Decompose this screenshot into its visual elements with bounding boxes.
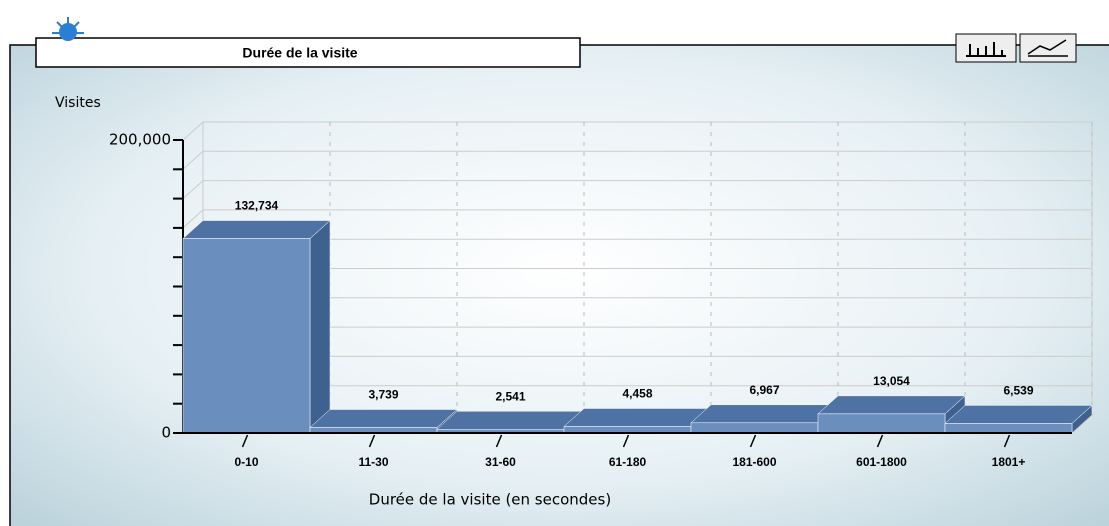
value-label: 2,541 xyxy=(495,389,525,403)
bar-top xyxy=(944,405,1093,424)
bar xyxy=(182,238,311,434)
grid-line-side xyxy=(182,209,204,229)
bar-top xyxy=(436,411,585,430)
x-tick-label: 0-10 xyxy=(234,455,258,469)
x-tick-label: 601-1800 xyxy=(856,455,907,469)
x-axis-title: Durée de la visite (en secondes) xyxy=(369,491,611,509)
bar xyxy=(690,422,819,434)
x-tick xyxy=(368,434,376,448)
bar-chart-button[interactable] xyxy=(955,33,1017,63)
sun-icon xyxy=(52,17,84,41)
x-tick-label: 11-30 xyxy=(358,455,388,469)
x-tick-label: 181-600 xyxy=(732,455,776,469)
title-tab xyxy=(35,37,581,68)
value-label: 13,054 xyxy=(873,374,910,388)
bar-top xyxy=(690,404,839,424)
value-label: 6,967 xyxy=(749,383,779,397)
bar-side xyxy=(309,219,331,434)
x-tick xyxy=(749,434,757,448)
x-tick xyxy=(622,434,630,448)
x-tick-label: 1801+ xyxy=(992,455,1026,469)
value-label: 3,739 xyxy=(368,388,398,402)
value-label: 4,458 xyxy=(622,387,652,401)
x-tick-label: 31-60 xyxy=(485,455,516,469)
y-tick-label: 0 xyxy=(161,424,171,442)
grid-line-side xyxy=(182,121,204,141)
line-chart-button[interactable] xyxy=(1019,33,1077,63)
bar-top xyxy=(182,220,331,239)
x-tick xyxy=(241,434,249,448)
bar-top xyxy=(563,408,712,427)
bar xyxy=(944,423,1073,434)
x-tick xyxy=(1003,434,1011,448)
x-tick xyxy=(876,434,884,448)
y-tick-label: 200,000 xyxy=(109,131,171,149)
grid-line-side xyxy=(182,180,204,199)
chart-title: Durée de la visite xyxy=(242,45,357,61)
y-axis-title: Visites xyxy=(55,95,101,111)
x-tick-label: 61-180 xyxy=(609,455,647,469)
grid-line-side xyxy=(182,150,204,170)
bar-top xyxy=(309,409,458,428)
bar-top xyxy=(817,395,966,415)
bar xyxy=(817,413,946,434)
x-tick xyxy=(495,434,503,448)
value-label: 132,734 xyxy=(235,199,279,213)
value-label: 6,539 xyxy=(1003,384,1033,398)
